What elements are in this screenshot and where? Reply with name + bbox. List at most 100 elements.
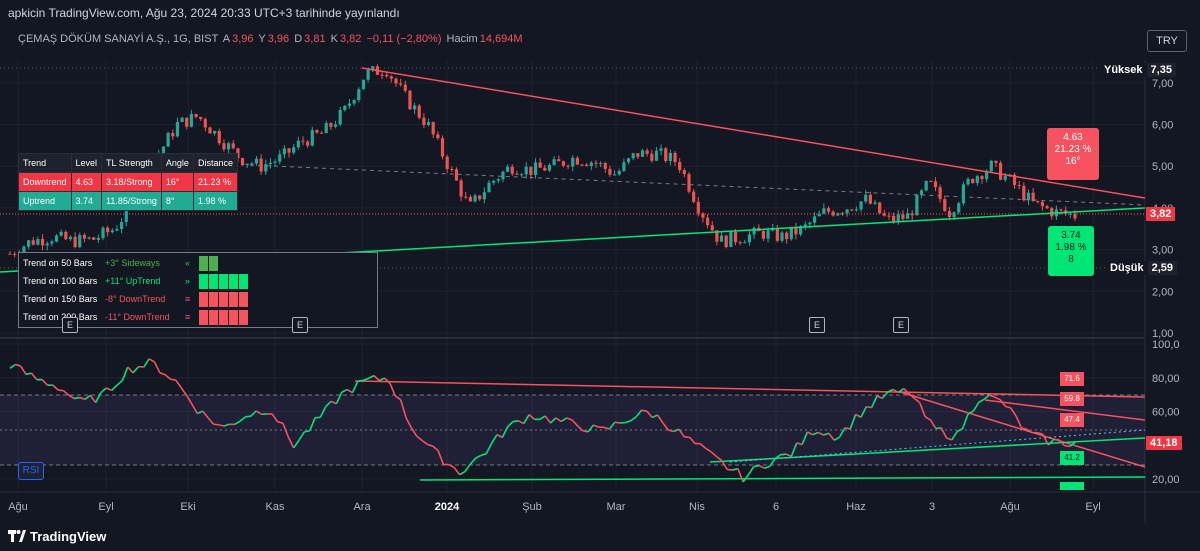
rsi-segment bbox=[100, 387, 107, 394]
rsi-segment bbox=[448, 463, 455, 469]
rsi-segment bbox=[25, 372, 32, 376]
rsi-segment bbox=[394, 395, 402, 401]
rsi-segment bbox=[946, 437, 953, 441]
trend-row-cells bbox=[199, 256, 219, 271]
earnings-badge[interactable]: E bbox=[893, 317, 909, 333]
candle-body bbox=[561, 161, 566, 166]
rsi-segment bbox=[582, 429, 589, 433]
tradingview-icon bbox=[8, 530, 26, 542]
candle-body bbox=[250, 163, 254, 165]
candle-body bbox=[422, 117, 426, 125]
rsi-segment bbox=[207, 417, 214, 425]
earnings-badge[interactable]: E bbox=[292, 317, 308, 333]
candle-body bbox=[985, 171, 989, 180]
candle-body bbox=[324, 123, 328, 134]
rsi-segment bbox=[710, 451, 717, 458]
trend-row-value: +11° UpTrend bbox=[105, 276, 161, 286]
rsi-segment bbox=[764, 465, 771, 469]
candle-body bbox=[180, 117, 184, 123]
rsi-segment bbox=[737, 468, 744, 483]
rsi-segment bbox=[148, 358, 155, 363]
earnings-badge[interactable]: E bbox=[62, 317, 78, 333]
tradingview-logo[interactable]: TradingView bbox=[8, 529, 106, 544]
rsi-segment bbox=[464, 463, 471, 473]
candle-body bbox=[110, 230, 114, 233]
symbol-name[interactable]: ÇEMAŞ DÖKÜM SANAYİ A.Ş., 1G, BIST bbox=[18, 33, 219, 45]
candle-body bbox=[673, 152, 677, 163]
rsi-segment bbox=[362, 377, 369, 382]
rsi-indicator-label[interactable]: RSI bbox=[18, 462, 44, 480]
rsi-segment bbox=[903, 387, 910, 395]
earnings-badge[interactable]: E bbox=[809, 317, 825, 333]
rsi-segment bbox=[571, 419, 578, 427]
rsi-segment bbox=[1064, 444, 1070, 448]
candle-body bbox=[785, 232, 789, 240]
time-tick: Mar bbox=[607, 501, 626, 513]
open-value: 3,96 bbox=[232, 33, 254, 45]
time-tick: Haz bbox=[846, 501, 866, 513]
candle-body bbox=[826, 208, 831, 212]
rsi-segment bbox=[951, 430, 958, 441]
rsi-segment bbox=[630, 416, 637, 422]
rsi-segment bbox=[924, 416, 931, 421]
candle-body bbox=[952, 212, 956, 218]
rsi-segment bbox=[956, 428, 963, 433]
rsi-segment bbox=[940, 427, 948, 439]
candle-body bbox=[664, 148, 668, 161]
currency-button[interactable]: TRY bbox=[1147, 30, 1187, 52]
rsi-segment bbox=[20, 365, 27, 375]
rsi-segment bbox=[319, 406, 327, 418]
rsi-segment bbox=[378, 377, 385, 382]
candle-body bbox=[36, 238, 40, 245]
rsi-segment bbox=[271, 413, 279, 423]
rsi-segment bbox=[999, 399, 1007, 407]
candle-body bbox=[529, 166, 533, 175]
trend-row-label: Trend on 150 Bars bbox=[23, 294, 98, 304]
rsi-segment bbox=[410, 427, 418, 437]
price-chart[interactable]: 7,006,005,004,003,002,001,00 100,080,006… bbox=[0, 0, 1200, 524]
candle-body bbox=[45, 243, 49, 246]
rsi-segment bbox=[849, 414, 857, 430]
candle-body bbox=[408, 90, 412, 110]
candle-body bbox=[482, 192, 486, 200]
candle-body bbox=[403, 84, 407, 91]
rsi-segment bbox=[887, 388, 894, 393]
rsi-segment bbox=[727, 468, 733, 471]
candle-body bbox=[13, 253, 17, 255]
rsi-segment bbox=[699, 443, 707, 450]
volume-label: Hacim bbox=[446, 33, 478, 45]
rsi-segment bbox=[689, 436, 696, 445]
candle-body bbox=[445, 156, 449, 169]
cell-trend: Downtrend bbox=[18, 172, 72, 192]
trend-row-label: Trend on 200 Bars bbox=[23, 312, 98, 322]
candle-body bbox=[650, 153, 654, 161]
rsi-last-tag: 41,18 bbox=[1146, 436, 1182, 450]
rsi-segment bbox=[304, 429, 310, 433]
table-row: Uptrend 3.74 11.85/Strong 8° 1.98 % bbox=[18, 191, 238, 211]
trend-row-arrow: ≡ bbox=[185, 312, 191, 322]
candle-body bbox=[329, 123, 333, 127]
table-row: Downtrend 4.63 3.18/Strong 16° 21.23 % bbox=[18, 172, 238, 192]
candle-body bbox=[292, 147, 296, 153]
candle-body bbox=[1040, 201, 1045, 207]
rsi-segment bbox=[453, 467, 461, 476]
rsi-segment bbox=[74, 396, 80, 400]
candle-body bbox=[1003, 176, 1007, 180]
rsi-segment bbox=[673, 428, 680, 433]
rsi-segment bbox=[1069, 441, 1076, 448]
rsi-segment bbox=[432, 445, 439, 452]
candle-body bbox=[580, 164, 584, 166]
rsi-segment bbox=[346, 388, 353, 394]
th-level: Level bbox=[70, 153, 103, 173]
candle-body bbox=[961, 184, 965, 204]
candle-body bbox=[399, 83, 403, 85]
rsi-segment bbox=[1047, 438, 1055, 446]
candle-body bbox=[775, 228, 779, 241]
candle-body bbox=[380, 74, 384, 76]
candle-body bbox=[533, 162, 538, 175]
rsi-segment bbox=[234, 420, 241, 426]
candle-body bbox=[729, 231, 733, 248]
candle-body bbox=[515, 173, 519, 175]
uptrend-level: 3.74 bbox=[1061, 230, 1081, 241]
cell-level: 3.74 bbox=[70, 191, 103, 211]
